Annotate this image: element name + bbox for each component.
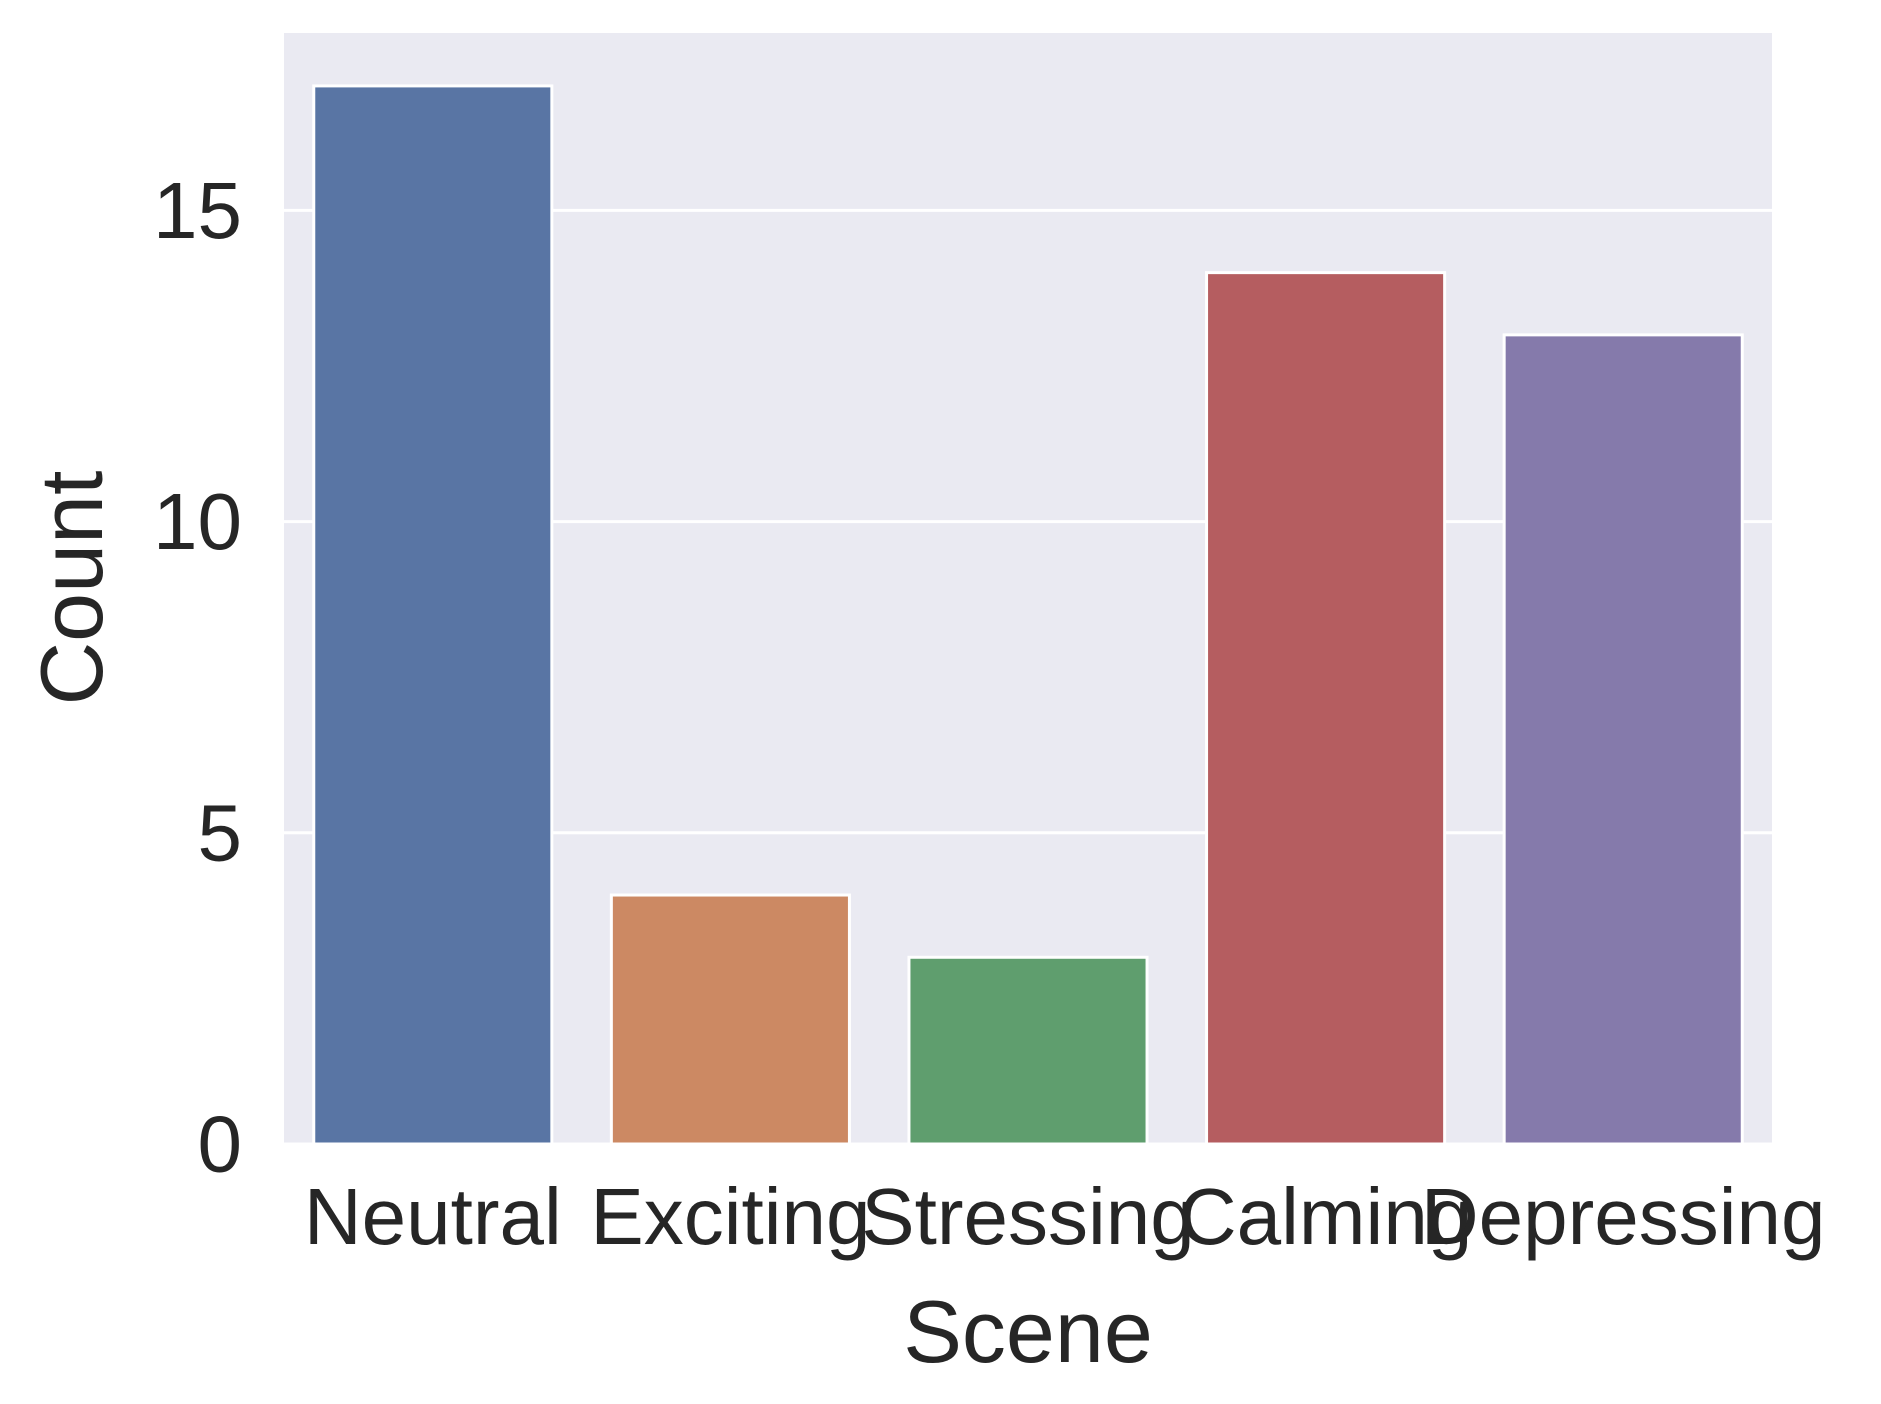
x-tick-label-exciting: Exciting xyxy=(590,1172,870,1261)
x-tick-label-neutral: Neutral xyxy=(304,1172,562,1261)
bar-stressing xyxy=(907,955,1149,1146)
y-tick-label: 15 xyxy=(153,166,242,255)
x-tick-label-stressing: Stressing xyxy=(861,1172,1194,1261)
x-tick-label-calming: Calming xyxy=(1179,1172,1472,1261)
y-tick-label: 5 xyxy=(198,788,243,877)
bar-calming xyxy=(1205,271,1447,1146)
y-tick-label: 10 xyxy=(153,477,242,566)
bar-exciting xyxy=(609,893,851,1146)
bar-neutral xyxy=(312,84,554,1146)
x-tick-label-depressing: Depressing xyxy=(1421,1172,1826,1261)
bars xyxy=(312,84,1744,1146)
y-axis-label: Count xyxy=(22,471,121,706)
x-tick-labels: Neutral ExcitingStressingCalmingDepressin… xyxy=(304,1172,1826,1261)
bar-depressing xyxy=(1502,333,1744,1146)
y-tick-label: 0 xyxy=(198,1100,243,1189)
x-axis-label: Scene xyxy=(903,1282,1153,1381)
y-tick-labels: 0 5 10 15 xyxy=(153,166,242,1189)
